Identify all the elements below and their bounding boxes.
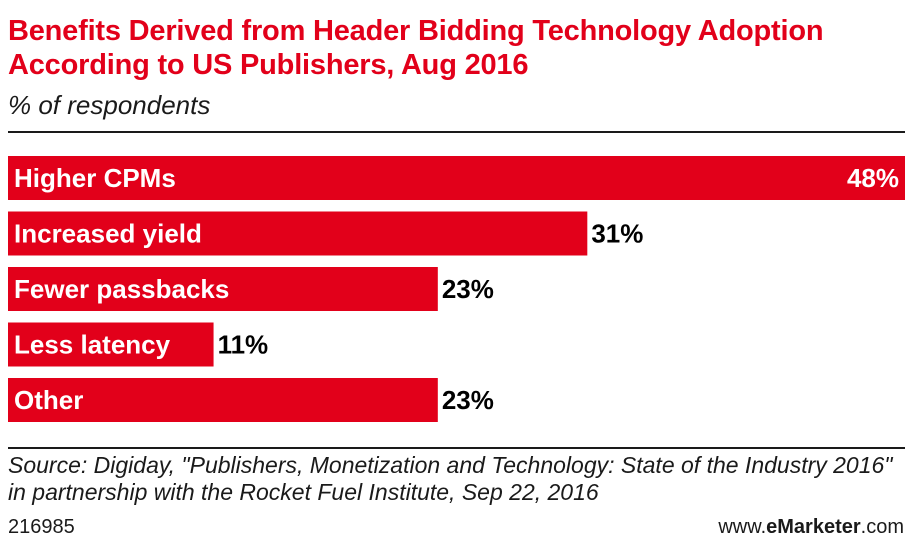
chart-title: Benefits Derived from Header Bidding Tec… [8,15,824,81]
chart-id: 216985 [8,516,75,538]
value-label: 31% [591,219,643,249]
category-label: Less latency [14,330,171,360]
category-label: Higher CPMs [14,163,176,193]
brand-credit: www.eMarketer.com [718,516,904,539]
bar [8,322,214,367]
chart-subtitle: % of respondents [8,90,211,120]
top-divider [8,131,905,133]
bar [8,211,588,256]
bar [8,156,905,200]
brand-suffix: .com [860,516,904,538]
category-label: Increased yield [14,219,202,249]
bar [8,378,438,422]
bar-chart: Higher CPMs 48% Increased yield 31% Fewer pa… [8,156,905,422]
bar-group: Increased yield 31% [8,211,643,256]
brand-name: eMarketer [766,516,861,538]
brand-prefix: www. [718,516,767,538]
bottom-divider [8,447,905,449]
bar-group: Less latency 11% [8,322,269,367]
bar-group: Higher CPMs 48% [8,156,905,200]
bar-group: Fewer passbacks 23% [8,267,494,311]
value-label: 11% [218,330,269,360]
category-label: Fewer passbacks [14,274,229,304]
bar [8,267,438,311]
value-label: 48% [847,163,899,193]
value-label: 23% [442,274,494,304]
category-label: Other [14,385,83,415]
source-note: Source: Digiday, "Publishers, Monetizati… [8,452,893,505]
value-label: 23% [442,385,494,415]
bar-group: Other 23% [8,378,494,422]
